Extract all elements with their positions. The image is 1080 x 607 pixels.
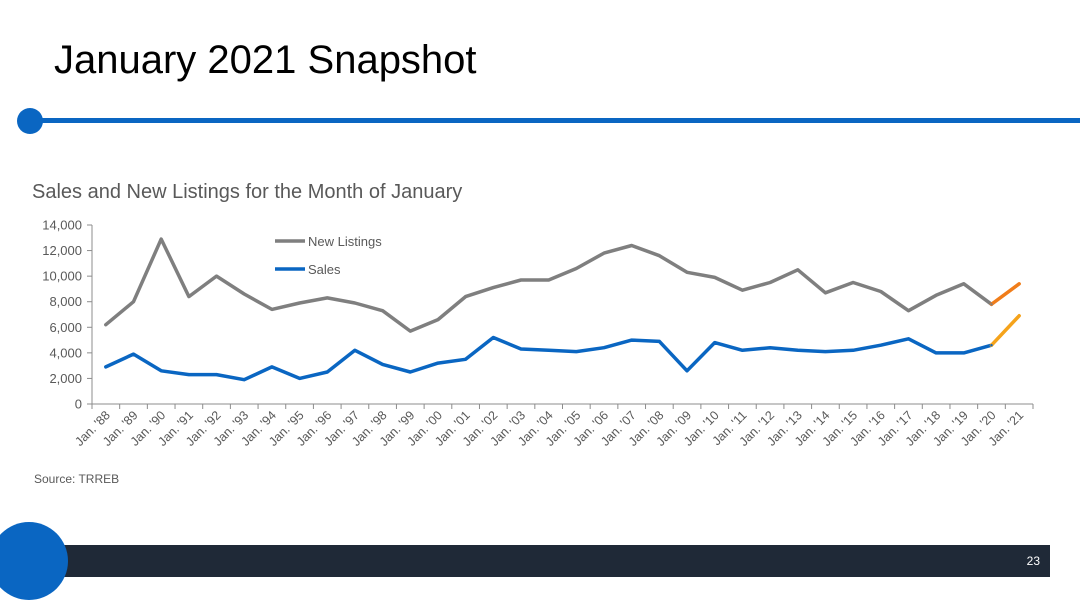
slide-title: January 2021 Snapshot	[54, 38, 477, 82]
data-point-sales	[492, 336, 495, 339]
data-point-new-listings	[658, 254, 661, 257]
data-point-new-listings	[492, 286, 495, 289]
data-point-new-listings	[630, 244, 633, 247]
data-point-sales	[768, 346, 772, 349]
series-highlight-sales	[989, 314, 1021, 347]
legend-label: Sales	[308, 262, 341, 277]
y-tick-label: 0	[75, 397, 82, 412]
data-point-sales	[1017, 314, 1021, 317]
data-point-sales	[104, 365, 108, 369]
data-point-new-listings	[575, 267, 578, 270]
data-point-sales	[713, 341, 716, 344]
data-point-sales	[215, 373, 218, 376]
data-point-new-listings	[824, 291, 827, 294]
data-point-sales	[519, 347, 523, 351]
data-point-new-listings	[326, 296, 329, 300]
data-point-sales	[381, 363, 384, 366]
data-point-new-listings	[990, 303, 993, 306]
data-point-new-listings	[104, 323, 108, 326]
data-point-sales	[132, 352, 135, 356]
data-point-new-listings	[353, 301, 357, 305]
data-point-new-listings	[547, 278, 550, 282]
data-point-new-listings	[741, 289, 744, 292]
data-point-new-listings	[519, 278, 523, 282]
y-tick-label: 8,000	[49, 294, 82, 309]
chart-legend: New Listings Sales	[275, 234, 382, 277]
data-point-sales	[685, 369, 689, 372]
data-point-new-listings	[215, 274, 218, 278]
data-point-sales	[990, 343, 993, 347]
data-point-new-listings	[1017, 282, 1021, 286]
y-tick-label: 14,000	[42, 218, 82, 233]
y-tick-label: 12,000	[42, 243, 82, 258]
data-point-new-listings	[381, 309, 384, 312]
page-number: 23	[1026, 554, 1040, 568]
data-point-sales	[436, 361, 440, 365]
data-point-new-listings	[132, 300, 135, 303]
data-point-sales	[602, 346, 606, 349]
data-point-new-listings	[768, 281, 772, 284]
y-tick-label: 10,000	[42, 269, 82, 284]
footer-bar	[32, 545, 1050, 577]
chart-series	[104, 237, 1021, 382]
data-point-new-listings	[851, 281, 855, 284]
y-tick-label: 2,000	[49, 371, 82, 386]
data-point-new-listings	[713, 276, 716, 279]
data-point-sales	[464, 358, 467, 361]
legend-label: New Listings	[308, 234, 382, 249]
data-point-new-listings	[962, 282, 966, 286]
series-highlight-new-listings	[989, 282, 1021, 307]
data-point-sales	[298, 377, 301, 380]
data-point-sales	[409, 370, 412, 374]
data-point-new-listings	[879, 290, 882, 293]
data-point-sales	[962, 351, 966, 355]
series-line-new-listings	[104, 237, 994, 333]
data-point-new-listings	[796, 268, 799, 271]
chart-axes: 02,0004,0006,0008,00010,00012,00014,000J…	[42, 218, 1034, 449]
data-point-new-listings	[934, 294, 938, 297]
data-point-new-listings	[907, 309, 910, 312]
data-point-sales	[270, 365, 274, 369]
data-point-sales	[187, 373, 191, 376]
data-point-new-listings	[409, 329, 412, 333]
data-point-sales	[741, 349, 744, 352]
data-point-sales	[630, 338, 633, 342]
data-point-sales	[851, 349, 855, 352]
data-point-new-listings	[464, 295, 467, 298]
data-point-new-listings	[159, 237, 163, 241]
data-point-sales	[326, 370, 329, 374]
y-tick-label: 4,000	[49, 345, 82, 360]
data-point-sales	[934, 351, 938, 355]
data-point-sales	[243, 378, 246, 381]
data-point-new-listings	[243, 292, 246, 296]
data-point-sales	[879, 343, 882, 347]
data-point-sales	[796, 349, 799, 352]
chart-source: Source: TRREB	[34, 472, 119, 486]
data-point-new-listings	[270, 308, 274, 311]
data-point-new-listings	[187, 295, 191, 298]
data-point-sales	[575, 350, 578, 353]
data-point-sales	[353, 349, 357, 352]
data-point-new-listings	[436, 318, 440, 321]
header-rule	[30, 118, 1080, 123]
series-line-sales	[104, 335, 994, 382]
chart-title: Sales and New Listings for the Month of …	[32, 181, 462, 203]
data-point-new-listings	[602, 251, 606, 255]
data-point-sales	[658, 340, 661, 343]
data-point-new-listings	[298, 301, 301, 305]
data-point-new-listings	[685, 271, 689, 274]
footer-circle-decoration	[0, 522, 68, 600]
data-point-sales	[159, 369, 163, 372]
data-point-sales	[547, 349, 550, 352]
y-tick-label: 6,000	[49, 320, 82, 335]
data-point-sales	[907, 337, 910, 340]
data-point-sales	[824, 350, 827, 353]
